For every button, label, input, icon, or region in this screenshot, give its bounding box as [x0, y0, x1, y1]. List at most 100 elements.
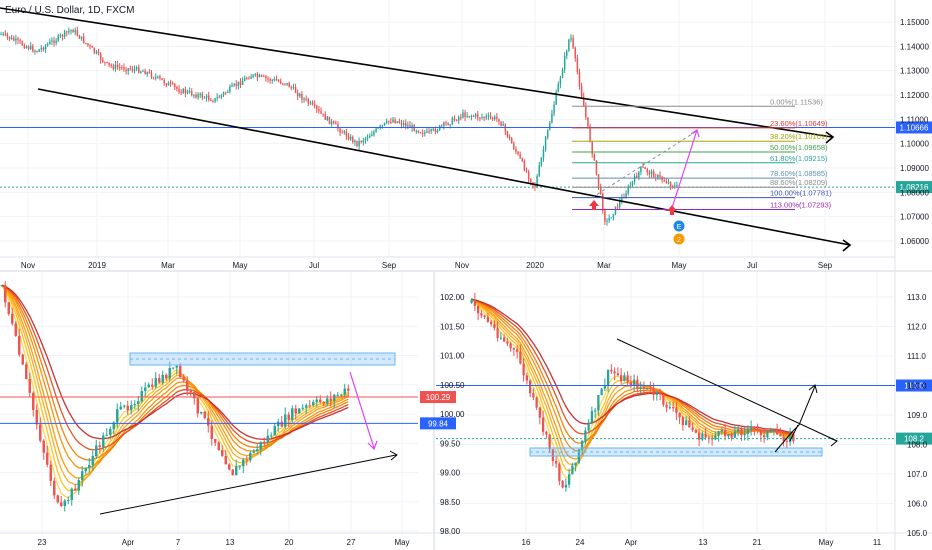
top-candle-body — [498, 118, 500, 122]
top-candle-body — [436, 130, 439, 133]
top-candle-body — [193, 94, 195, 96]
right-candle-body — [554, 460, 558, 464]
top-x-tick: Jul — [747, 261, 757, 270]
top-candle-body — [284, 83, 286, 85]
fib-level-label: 78.60%(1.08585) — [770, 169, 828, 178]
top-candle-body — [646, 168, 649, 173]
top-candle-body — [74, 30, 76, 33]
top-candle-body — [451, 118, 454, 125]
left-candle-body — [319, 399, 322, 402]
left-candle-body — [256, 449, 259, 452]
top-candle-body — [224, 92, 227, 94]
left-candle-body — [298, 408, 301, 414]
top-y-tick: 1.07000 — [900, 213, 929, 222]
right-candle-body — [525, 375, 529, 381]
right-candle-body — [489, 321, 493, 325]
top-candle-body — [394, 119, 396, 123]
right-price-badge — [896, 379, 932, 392]
right-x-tick: 11 — [873, 538, 882, 547]
top-channel-lower-line — [37, 88, 851, 246]
right-candle-body — [658, 392, 662, 395]
top-x-tick: Jul — [309, 261, 319, 270]
top-candle-body — [125, 69, 127, 72]
left-candle-body — [242, 459, 245, 467]
left-candle-body — [53, 480, 56, 496]
right-candle-body — [619, 375, 623, 382]
top-candle-body — [377, 127, 379, 129]
right-x-tick: 21 — [753, 538, 762, 547]
top-candle-body — [169, 82, 172, 84]
left-candle-body — [294, 408, 297, 414]
top-y-tick: 1.08000 — [900, 188, 929, 197]
top-candle-body — [38, 49, 40, 52]
right-candle-body — [483, 315, 486, 318]
left-candle-body — [228, 464, 231, 470]
left-support-trendline — [99, 454, 397, 515]
top-candle-body — [597, 174, 600, 187]
right-candle-body — [652, 388, 655, 396]
right-candle-body — [603, 385, 607, 389]
left-support-arrowhead — [389, 450, 398, 461]
top-projection-arrowhead — [690, 129, 700, 138]
right-candle-body — [736, 429, 740, 432]
top-candle-body — [116, 64, 119, 68]
event-e-label: E — [677, 224, 682, 231]
left-ma-line — [1, 284, 349, 479]
top-candle-body — [131, 69, 134, 71]
left-ma-line — [1, 284, 349, 492]
left-candle-body — [287, 414, 290, 421]
left-y-tick: 99.50 — [440, 439, 461, 448]
top-candle-body — [616, 206, 619, 208]
right-ma-line — [471, 298, 794, 452]
top-candle-body — [152, 77, 155, 79]
right-candle-body — [701, 433, 704, 440]
right-candle-body — [723, 430, 727, 437]
right-y-tick: 111.0 — [907, 352, 926, 361]
right-candle-body — [480, 313, 483, 316]
left-y-tick: 102.00 — [440, 293, 465, 302]
top-candle-body — [146, 72, 148, 75]
top-candle-body — [667, 182, 670, 184]
top-candle-body — [610, 217, 613, 219]
top-candle-body — [23, 45, 26, 49]
top-candle-body — [135, 67, 138, 70]
right-ma-line — [471, 298, 794, 434]
left-candle-body — [109, 429, 112, 435]
top-candle-body — [381, 125, 384, 127]
left-y-tick: 101.50 — [440, 322, 465, 331]
top-candle-body — [191, 91, 193, 96]
right-candle-body — [694, 430, 698, 433]
top-candle-body — [279, 81, 282, 84]
red-up-arrow-icon — [589, 200, 599, 210]
top-candle-body — [150, 72, 153, 78]
right-candle-body — [476, 305, 480, 314]
top-candle-body — [326, 116, 329, 120]
left-candle-body — [217, 442, 220, 451]
top-candle-body — [555, 92, 557, 105]
left-chart-ma-ribbon — [1, 284, 349, 499]
top-candle-body — [171, 83, 174, 85]
top-candle-body — [479, 117, 481, 119]
top-chart-grid — [0, 0, 895, 257]
top-candle-body — [254, 74, 257, 76]
left-candle-body — [63, 500, 66, 507]
top-candle-body — [324, 113, 326, 120]
left-candle-body — [126, 405, 129, 411]
top-candle-body — [87, 43, 89, 46]
right-candle-body — [574, 462, 577, 466]
top-candle-body — [25, 46, 28, 49]
top-candle-body — [676, 185, 678, 187]
top-candle-body — [99, 53, 102, 60]
left-candle-body — [270, 435, 273, 437]
top-candle-body — [182, 88, 185, 94]
right-candle-body — [749, 426, 753, 430]
top-candle-body — [148, 72, 151, 74]
top-candle-body — [40, 47, 43, 50]
left-x-tick: 23 — [38, 538, 47, 547]
right-candle-body — [548, 434, 551, 450]
left-candle-body — [196, 398, 199, 414]
top-candle-body — [265, 76, 267, 79]
top-candle-body — [354, 140, 356, 143]
left-candle-body — [119, 406, 122, 410]
right-candle-body — [636, 379, 639, 389]
